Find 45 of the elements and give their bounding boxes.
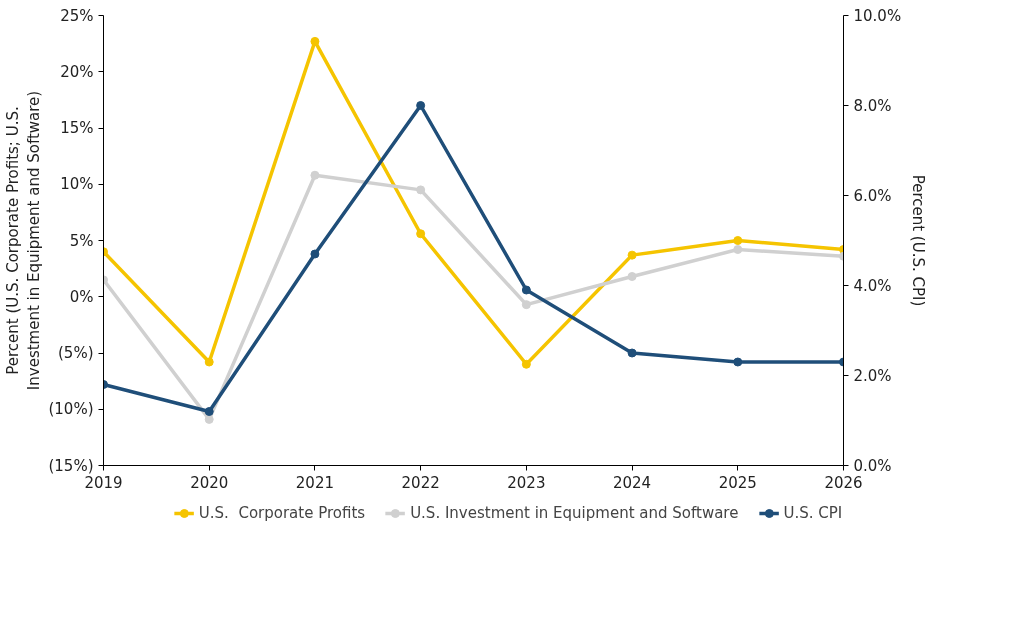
y-axis-title: Percent (U.S. Corporate Profits; U.S. Investment in Equipment and Software) <box>3 90 44 391</box>
point <box>627 250 637 260</box>
x-tick-label: 2025 <box>718 473 757 492</box>
x-tick-label: 2020 <box>190 473 229 492</box>
point <box>416 229 426 239</box>
point <box>521 359 531 369</box>
point <box>733 245 743 254</box>
y-tick-label: 25% <box>60 6 94 25</box>
point <box>627 348 637 358</box>
point <box>310 36 320 46</box>
y-tick-label: (15%) <box>48 456 94 475</box>
x-tick-label: 2026 <box>824 473 863 492</box>
y2-tick-label: 6.0% <box>853 186 892 205</box>
x-tick-label: 2021 <box>295 473 335 492</box>
x-tick-label: 2019 <box>84 473 123 492</box>
y2-tick-label: 10.0% <box>853 6 902 25</box>
point <box>521 285 531 295</box>
y2-tick-label: 0.0% <box>853 456 892 475</box>
point <box>416 101 426 110</box>
x-tick-label: 2024 <box>612 473 652 492</box>
y-tick-label: 15% <box>60 119 94 137</box>
point <box>204 407 214 416</box>
y2-tick-label: 8.0% <box>853 96 892 115</box>
point <box>310 249 320 259</box>
x-tick-label: 2023 <box>507 473 546 492</box>
y-tick-label: 5% <box>69 231 94 250</box>
y-tick-label: 0% <box>69 287 94 306</box>
y2-tick-label: 2.0% <box>853 366 892 385</box>
y2-tick-label: 4.0% <box>853 276 892 295</box>
legend-label: U.S. Corporate Profits <box>198 503 366 522</box>
y-tick-label: 20% <box>60 62 94 81</box>
point <box>204 357 214 367</box>
point <box>310 170 320 180</box>
y-tick-label: (10%) <box>48 400 94 419</box>
x-tick-label: 2022 <box>401 473 440 492</box>
y-tick-label: (5%) <box>58 344 94 362</box>
legend-label: U.S. Investment in Equipment and Software <box>410 503 739 522</box>
legend-label: U.S. CPI <box>783 503 843 522</box>
point <box>416 185 426 195</box>
point <box>521 300 531 310</box>
point <box>733 236 743 245</box>
point <box>733 357 743 367</box>
y2-axis-title: Percent (U.S. CPI) <box>909 174 928 307</box>
point <box>627 272 637 281</box>
y-tick-label: 10% <box>60 175 94 194</box>
